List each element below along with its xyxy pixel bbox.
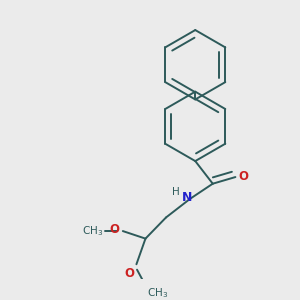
Text: CH$_3$: CH$_3$ [82,224,103,238]
Text: H: H [172,187,179,197]
Text: O: O [124,267,134,280]
Text: O: O [238,170,248,183]
Text: CH$_3$: CH$_3$ [147,286,168,300]
Text: O: O [109,224,119,236]
Text: N: N [182,191,192,204]
